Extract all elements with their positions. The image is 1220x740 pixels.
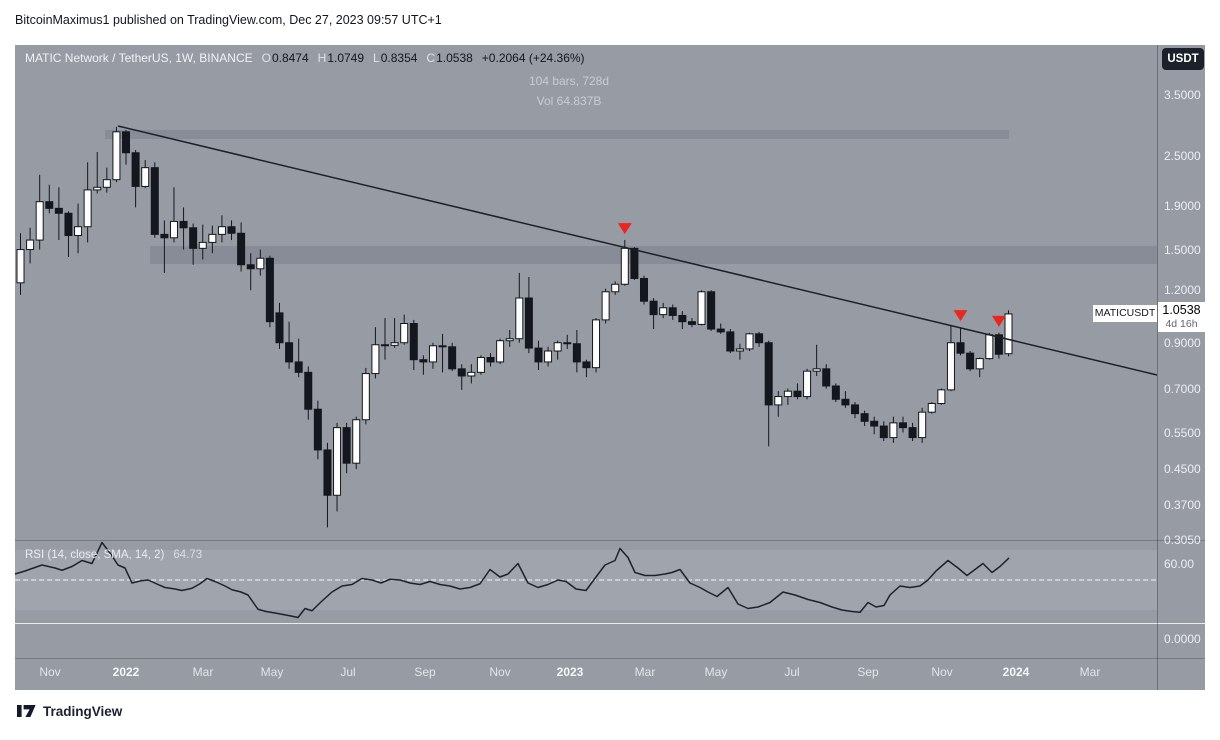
- open-value: O 0.8474: [261, 51, 309, 65]
- brand-text: TradingView: [43, 703, 123, 719]
- symbol-title: MATIC Network / TetherUS, 1W, BINANCE: [25, 51, 253, 65]
- last-price-label: 1.0538 4d 16h: [1158, 302, 1205, 332]
- price-axis[interactable]: 3.5000 2.5000 1.9000 1.5000 1.2000 0.9000 0.70…: [1158, 45, 1205, 658]
- time-tick-label: Nov: [489, 665, 511, 679]
- close-value: C 1.0538: [426, 51, 473, 65]
- time-tick-label: Jul: [784, 665, 800, 679]
- range-measure-volume: Vol 64.837B: [536, 94, 602, 108]
- rsi-tick-label: 60.00: [1164, 557, 1195, 571]
- price-tick-label: 1.2000: [1164, 283, 1201, 298]
- markers-layer: [617, 223, 1006, 327]
- price-tick-label: 0.4500: [1164, 462, 1201, 477]
- symbol-price-tag: MATICUSDT: [1093, 305, 1157, 322]
- high-value: H 1.0749: [317, 51, 365, 65]
- rsi-legend[interactable]: RSI (14, close, SMA, 14, 2) 64.73: [25, 549, 202, 561]
- rsi-line-layer: [14, 541, 1010, 619]
- price-tick-label: 3.5000: [1164, 87, 1201, 102]
- price-tick-label: 0.3700: [1164, 497, 1201, 512]
- trendline[interactable]: [117, 125, 1158, 376]
- time-tick-label: 2022: [112, 665, 140, 679]
- time-tick-label: Sep: [414, 665, 436, 679]
- range-measure-bars: 104 bars, 728d: [528, 74, 610, 88]
- sell-signal-triangle-icon: [953, 310, 968, 322]
- change-value: +0.2064 (+24.36%): [481, 51, 585, 65]
- sell-signal-triangle-icon: [991, 315, 1006, 327]
- time-axis[interactable]: Nov 2022 Mar May Jul Sep Nov 2023 Mar May Jul Sep No…: [0, 660, 1205, 690]
- rsi-current-value: 64.73: [173, 549, 203, 561]
- sell-signal-triangle-icon: [617, 223, 632, 235]
- time-tick-label: 2024: [1002, 665, 1030, 679]
- currency-badge: USDT: [1162, 48, 1204, 70]
- time-tick-label: Sep: [857, 665, 879, 679]
- candles-layer: [16, 126, 1013, 528]
- price-tick-label: 0.7000: [1164, 381, 1201, 396]
- rsi-tick-label: 0.0000: [1164, 632, 1201, 646]
- time-tick-label: Mar: [1079, 665, 1101, 679]
- tradingview-logo-link[interactable]: TradingView: [17, 703, 122, 719]
- last-price-value: 1.0538: [1162, 303, 1201, 317]
- rsi-indicator-title: RSI (14, close, SMA, 14, 2): [25, 549, 165, 561]
- attribution-text: BitcoinMaximus1 published on TradingView…: [15, 13, 442, 27]
- price-tick-label: 0.3050: [1164, 533, 1201, 548]
- time-tick-label: Jul: [340, 665, 356, 679]
- zones-layer: [105, 129, 1157, 265]
- tradingview-logo-icon: [17, 705, 36, 717]
- price-tick-label: 1.5000: [1164, 242, 1201, 257]
- time-tick-label: Nov: [931, 665, 953, 679]
- time-tick-label: May: [260, 665, 284, 679]
- chart-panel[interactable]: [15, 45, 1205, 690]
- price-tick-label: 1.9000: [1164, 199, 1201, 214]
- bar-countdown: 4d 16h: [1165, 318, 1198, 330]
- time-tick-label: 2023: [556, 665, 584, 679]
- low-value: L 0.8354: [373, 51, 418, 65]
- time-tick-label: Mar: [634, 665, 656, 679]
- price-tick-label: 0.5500: [1164, 425, 1201, 440]
- time-tick-label: May: [704, 665, 728, 679]
- price-tick-label: 0.9000: [1164, 335, 1201, 350]
- time-tick-label: Mar: [192, 665, 214, 679]
- price-tick-label: 2.5000: [1164, 149, 1201, 164]
- time-tick-label: Nov: [39, 665, 61, 679]
